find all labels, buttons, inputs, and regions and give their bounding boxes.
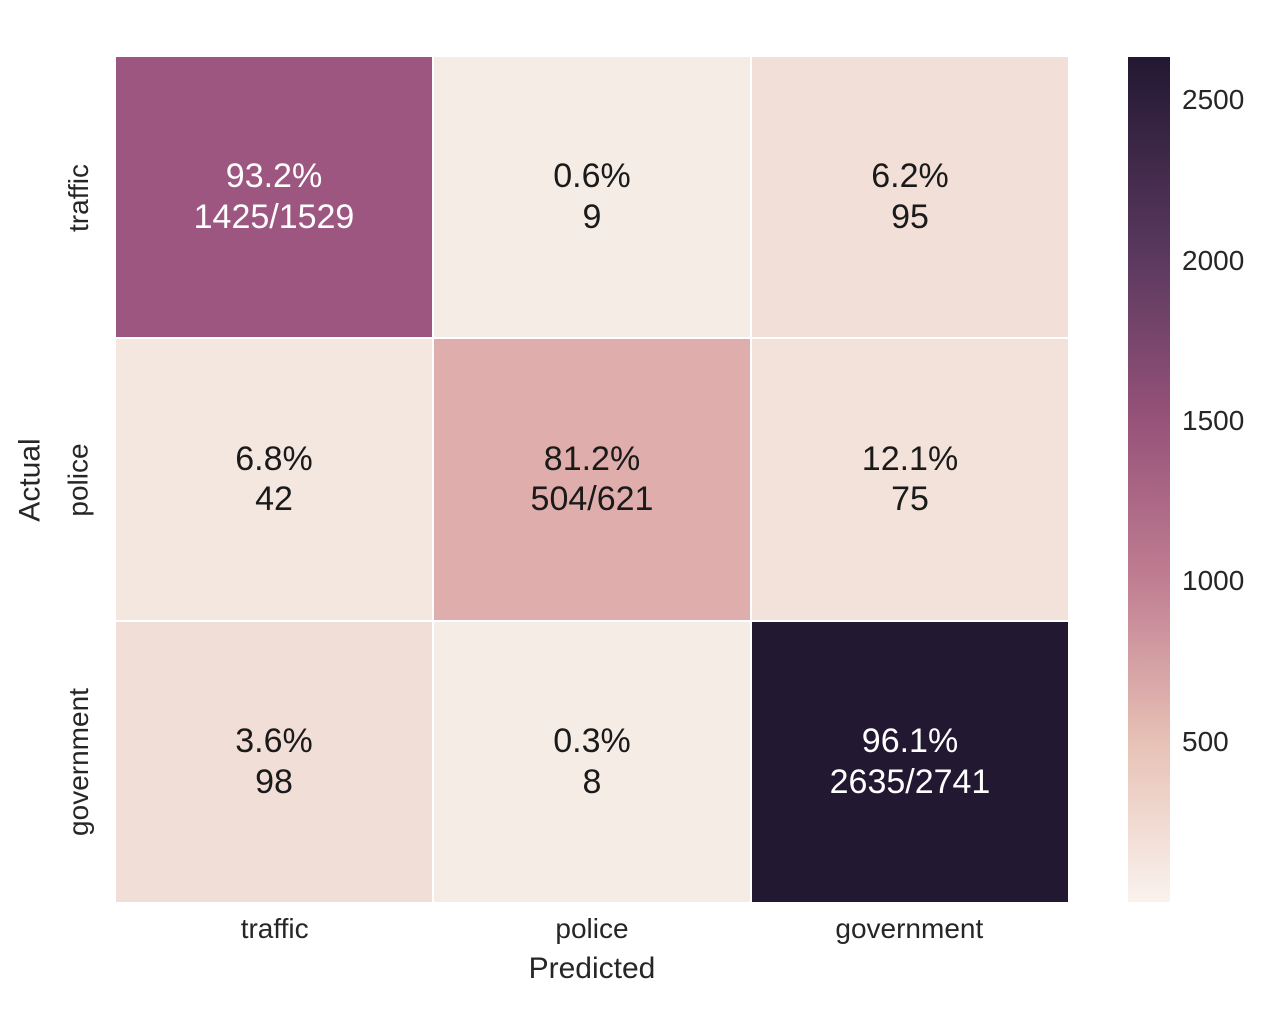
cell-percent: 3.6%: [235, 722, 313, 761]
y-tick-traffic: traffic: [56, 57, 102, 338]
cell-count: 504/621: [530, 480, 654, 519]
heatmap-cell-police-government: 12.1% 75: [752, 339, 1068, 620]
cell-count: 98: [255, 762, 293, 801]
colorbar-tick-label: 2500: [1182, 84, 1245, 116]
y-tick-government: government: [56, 621, 102, 902]
cell-count: 1425/1529: [193, 198, 355, 237]
cell-percent: 0.6%: [553, 157, 631, 196]
colorbar-tick-label: 2000: [1182, 244, 1245, 276]
heatmap-cell-traffic-traffic: 93.2% 1425/1529: [116, 57, 432, 338]
colorbar-gradient: [1128, 57, 1170, 902]
x-tick-traffic: traffic: [240, 913, 309, 944]
cell-count: 42: [255, 480, 293, 519]
colorbar-tick-labels: 500 1000 1500 2000 2500: [1182, 57, 1282, 902]
x-tick-government: government: [835, 913, 984, 944]
x-tick-labels: traffic police government: [116, 913, 1068, 945]
cell-percent: 96.1%: [861, 722, 959, 761]
cell-percent: 81.2%: [543, 439, 641, 478]
heatmap-cell-government-police: 0.3% 8: [434, 621, 750, 902]
y-axis-label-wrap: Actual: [8, 57, 54, 902]
heatmap-cell-traffic-government: 6.2% 95: [752, 57, 1068, 338]
cell-count: 2635/2741: [829, 762, 991, 801]
y-tick-label: government: [63, 687, 94, 836]
colorbar-tick-label: 1500: [1182, 404, 1245, 436]
cell-count: 75: [891, 480, 929, 519]
cell-percent: 12.1%: [861, 439, 959, 478]
heatmap-grid: 93.2% 1425/1529 0.6% 9 6.2% 95 6.8% 42 8…: [116, 57, 1068, 902]
y-tick-police: police: [56, 339, 102, 620]
y-axis-label: Actual: [14, 437, 48, 522]
heatmap-cell-police-police: 81.2% 504/621: [434, 339, 750, 620]
cell-count: 9: [582, 198, 602, 237]
cell-percent: 93.2%: [225, 157, 323, 196]
colorbar-tick-label: 1000: [1182, 565, 1245, 597]
y-tick-label: traffic: [63, 163, 95, 232]
colorbar-tick-label: 500: [1182, 725, 1229, 757]
cell-percent: 0.3%: [553, 722, 631, 761]
x-tick-police: police: [555, 913, 629, 944]
cell-percent: 6.8%: [235, 439, 313, 478]
cell-count: 8: [582, 762, 602, 801]
heatmap-cell-traffic-police: 0.6% 9: [434, 57, 750, 338]
x-axis-label: Predicted: [528, 952, 656, 985]
heatmap-cell-government-traffic: 3.6% 98: [116, 621, 432, 902]
y-tick-label: police: [63, 442, 95, 517]
cell-percent: 6.2%: [871, 157, 949, 196]
heatmap-cell-government-government: 96.1% 2635/2741: [752, 621, 1068, 902]
heatmap-cell-police-traffic: 6.8% 42: [116, 339, 432, 620]
cell-count: 95: [891, 198, 929, 237]
